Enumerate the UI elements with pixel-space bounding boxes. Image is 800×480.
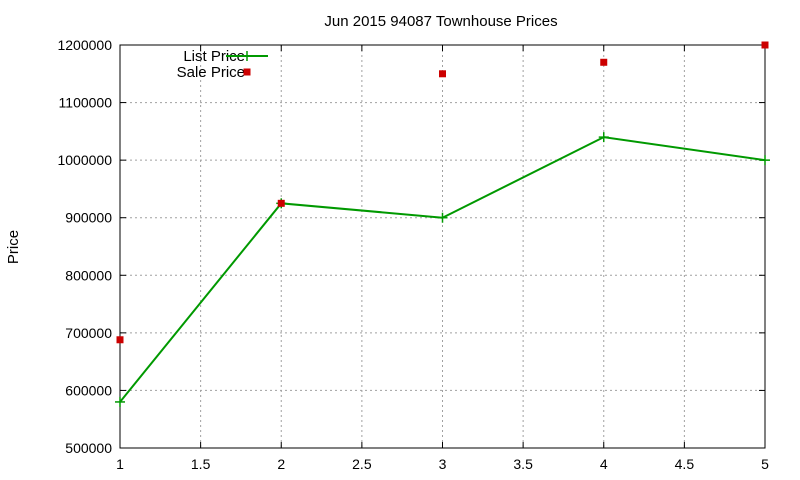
legend-entry: List Price: [183, 48, 268, 65]
legend-marker: [243, 68, 251, 76]
legend-entry: Sale Price: [177, 64, 251, 81]
data-point: [116, 336, 124, 344]
y-tick-label: 1000000: [57, 152, 112, 168]
data-point: [600, 58, 608, 66]
legend-marker: [242, 51, 252, 61]
x-tick-label: 1.5: [191, 456, 211, 472]
data-point: [437, 212, 448, 223]
x-tick-label: 4.5: [675, 456, 695, 472]
axis-ticks: 1 1.5 2 2.5 3 3.5 4 4.5 5 500000 600000 700000 80000…: [57, 37, 769, 472]
x-tick-label: 2: [277, 456, 285, 472]
data-point: [439, 70, 446, 78]
legend-label: List Price: [183, 48, 245, 65]
data-point: [760, 155, 770, 166]
data-point: [277, 199, 285, 207]
y-axis-label: Price: [5, 230, 22, 264]
y-tick-label: 600000: [65, 382, 112, 398]
grid-lines: [120, 45, 765, 448]
series-sale-price: [116, 41, 769, 344]
y-tick-label: 700000: [65, 325, 112, 341]
chart-title: Jun 2015 94087 Townhouse Prices: [324, 13, 557, 30]
data-point: [761, 41, 769, 49]
data-point: [598, 132, 609, 143]
x-tick-label: 2.5: [352, 456, 372, 472]
y-tick-label: 1100000: [59, 95, 113, 111]
y-tick-label: 500000: [65, 440, 112, 456]
y-tick-label: 800000: [65, 267, 112, 283]
x-tick-label: 4: [600, 456, 608, 472]
y-tick-label: 1200000: [57, 37, 112, 53]
x-tick-label: 1: [116, 456, 124, 472]
x-tick-label: 3: [439, 456, 447, 472]
x-tick-label: 5: [761, 456, 769, 472]
series-layer: [115, 41, 770, 407]
data-point: [115, 396, 125, 407]
y-tick-label: 900000: [65, 210, 112, 226]
legend-label: Sale Price: [177, 64, 245, 81]
x-tick-label: 3.5: [513, 456, 533, 472]
